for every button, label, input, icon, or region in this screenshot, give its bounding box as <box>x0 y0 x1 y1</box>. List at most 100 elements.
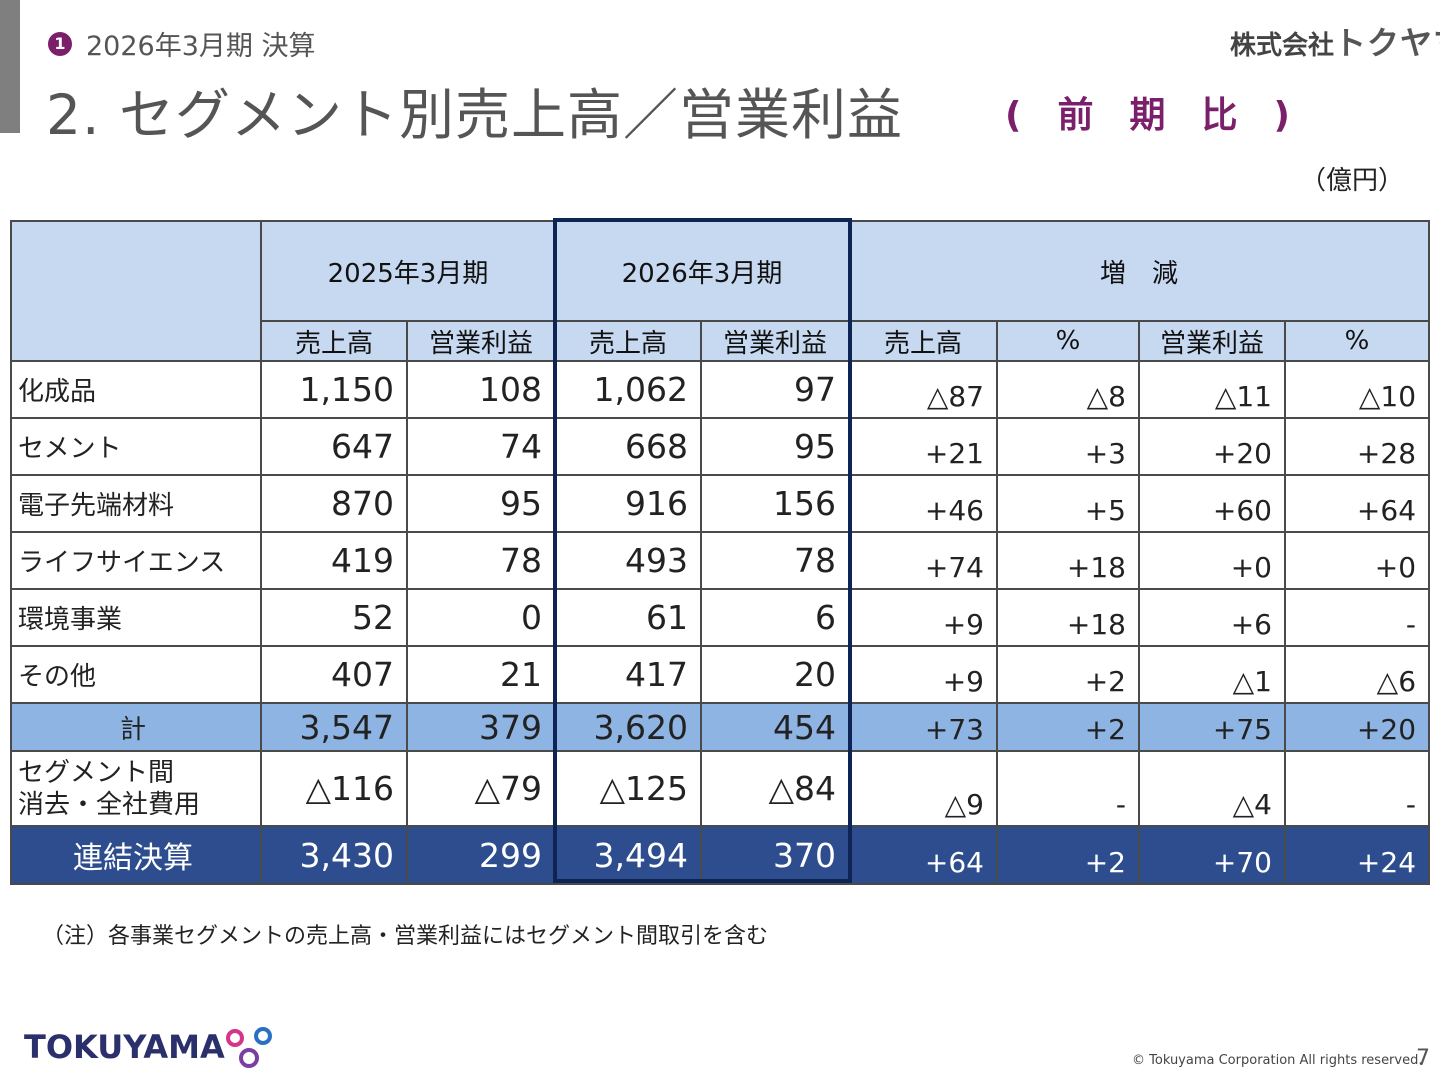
sub-header: 売上高 <box>260 320 408 362</box>
brand-name: 株式会社トクヤマ <box>1230 18 1440 64</box>
table-cell: 493 <box>554 531 702 590</box>
section-subtitle: 1 2026年3月期 決算 <box>48 24 315 63</box>
table-cell: 78 <box>406 531 556 590</box>
table-row: ライフサイエンス 419 78 493 78 +74 +18 +0 +0 <box>10 531 1431 590</box>
table-cell: - <box>996 750 1140 827</box>
table-cell: 870 <box>260 474 408 533</box>
table-cell: 74 <box>406 417 556 476</box>
table-cell: 668 <box>554 417 702 476</box>
table-cell: 299 <box>406 825 556 885</box>
segment-table: 2025年3月期 2026年3月期 増 減 売上高 営業利益 売上高 営業利益 … <box>10 220 1431 885</box>
logo-mark-icon <box>225 1027 272 1068</box>
accent-bar <box>0 0 20 133</box>
table-cell: +20 <box>1283 702 1431 752</box>
table-cell: 20 <box>700 645 850 704</box>
table-cell: +60 <box>1138 474 1286 533</box>
table-cell: 370 <box>700 825 850 885</box>
table-cell: +3 <box>996 417 1140 476</box>
table-cell: +18 <box>996 531 1140 590</box>
brand-prefix: 株式会社 <box>1230 31 1335 61</box>
table-cell: 407 <box>260 645 408 704</box>
group-header-fy2026: 2026年3月期 <box>554 220 850 322</box>
page-number: 7 <box>1416 1046 1430 1071</box>
page-title: 2. セグメント別売上高／営業利益 <box>46 83 903 147</box>
elimination-row: セグメント間 消去・全社費用 △116 △79 △125 △84 △9 - △4… <box>10 750 1431 827</box>
sub-header: 営業利益 <box>700 320 850 362</box>
row-label: ライフサイエンス <box>10 531 262 590</box>
table-cell: 3,494 <box>554 825 702 885</box>
table-row: セメント 647 74 668 95 +21 +3 +20 +28 <box>10 417 1431 476</box>
table-cell: +73 <box>848 702 998 752</box>
row-label: 電子先端材料 <box>10 474 262 533</box>
table-cell: +2 <box>996 645 1140 704</box>
sub-header: 売上高 <box>848 320 998 362</box>
table-cell: 52 <box>260 588 408 647</box>
table-cell: 78 <box>700 531 850 590</box>
sub-header: % <box>1283 320 1431 362</box>
table-cell: 454 <box>700 702 850 752</box>
row-label: 連結決算 <box>10 825 262 885</box>
sub-header: 営業利益 <box>1138 320 1286 362</box>
table-cell: 1,062 <box>554 360 702 419</box>
sub-header: % <box>996 320 1140 362</box>
row-label: 計 <box>10 702 262 752</box>
table-cell: +70 <box>1138 825 1286 885</box>
table-cell: △79 <box>406 750 556 827</box>
table-cell: +64 <box>1283 474 1431 533</box>
table-cell: △11 <box>1138 360 1286 419</box>
company-logo: TOKUYAMA <box>24 1024 275 1070</box>
row-label-line: 消去・全社費用 <box>18 789 201 820</box>
corner-header <box>10 220 262 362</box>
table-cell: +6 <box>1138 588 1286 647</box>
table-cell: +9 <box>848 588 998 647</box>
table-cell: △125 <box>554 750 702 827</box>
row-label: 化成品 <box>10 360 262 419</box>
consolidated-row: 連結決算 3,430 299 3,494 370 +64 +2 +70 +24 <box>10 825 1431 885</box>
table-cell: △9 <box>848 750 998 827</box>
table-cell: 108 <box>406 360 556 419</box>
table-cell: 647 <box>260 417 408 476</box>
table-cell: △6 <box>1283 645 1431 704</box>
section-number-badge: 1 <box>48 31 72 56</box>
brand-main: トクヤマ <box>1334 24 1440 62</box>
table-cell: 3,430 <box>260 825 408 885</box>
table-cell: △87 <box>848 360 998 419</box>
table-row: その他 407 21 417 20 +9 +2 △1 △6 <box>10 645 1431 704</box>
table-cell: 419 <box>260 531 408 590</box>
table-cell: - <box>1283 750 1431 827</box>
table-cell: - <box>1283 588 1431 647</box>
table-cell: 3,547 <box>260 702 408 752</box>
table-cell: 6 <box>700 588 850 647</box>
table-cell: +20 <box>1138 417 1286 476</box>
total-row: 計 3,547 379 3,620 454 +73 +2 +75 +20 <box>10 702 1431 752</box>
table-cell: △84 <box>700 750 850 827</box>
table-cell: 0 <box>406 588 556 647</box>
comparison-label: ( 前 期 比 ) <box>1005 95 1290 136</box>
table-cell: 61 <box>554 588 702 647</box>
table-cell: 1,150 <box>260 360 408 419</box>
table-cell: +24 <box>1283 825 1431 885</box>
table-cell: +2 <box>996 825 1140 885</box>
table-cell: △10 <box>1283 360 1431 419</box>
table-cell: +9 <box>848 645 998 704</box>
table-cell: +46 <box>848 474 998 533</box>
table-cell: +74 <box>848 531 998 590</box>
table-cell: +21 <box>848 417 998 476</box>
table-cell: +0 <box>1283 531 1431 590</box>
table-cell: +0 <box>1138 531 1286 590</box>
table-cell: 95 <box>700 417 850 476</box>
row-label-line: セグメント間 <box>18 757 175 788</box>
table-cell: +5 <box>996 474 1140 533</box>
table-cell: +2 <box>996 702 1140 752</box>
row-label: セグメント間 消去・全社費用 <box>10 750 262 827</box>
group-header-change: 増 減 <box>847 220 1431 322</box>
table-cell: 417 <box>554 645 702 704</box>
table-cell: 156 <box>700 474 850 533</box>
table-cell: 379 <box>406 702 556 752</box>
copyright: © Tokuyama Corporation All rights reserv… <box>1132 1053 1423 1068</box>
unit-label: （億円） <box>1300 166 1405 196</box>
table-row: 電子先端材料 870 95 916 156 +46 +5 +60 +64 <box>10 474 1431 533</box>
sub-header: 売上高 <box>554 320 702 362</box>
table-cell: 21 <box>406 645 556 704</box>
row-label: その他 <box>10 645 262 704</box>
